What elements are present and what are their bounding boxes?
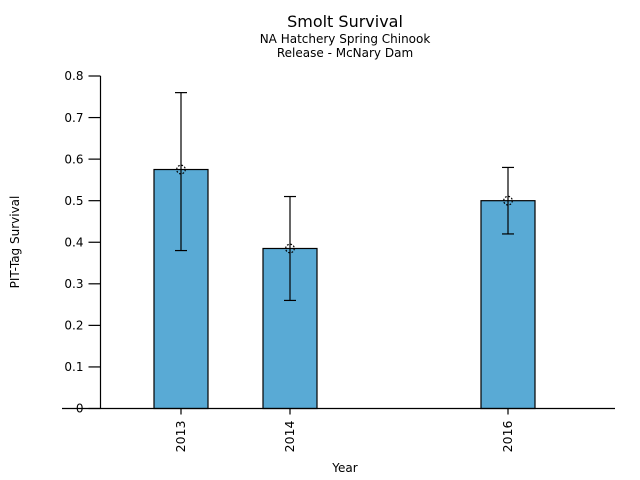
bar-2016: [480, 200, 536, 410]
y-tick-label: 0.4: [64, 235, 83, 249]
point-marker-2016: [503, 195, 513, 206]
y-tick-label: 0.7: [64, 111, 83, 125]
chart-subtitle-line1: NA Hatchery Spring Chinook: [259, 32, 431, 46]
y-tick-label: 0.1: [64, 360, 83, 374]
chart-title: Smolt Survival: [287, 12, 403, 31]
point-marker-2014: [285, 243, 295, 254]
y-tick-label: 0.5: [64, 194, 83, 208]
x-tick-label-2016: 2016: [500, 420, 515, 452]
y-tick-label: 0: [76, 402, 84, 416]
y-tick-label: 0.3: [64, 277, 83, 291]
chart-subtitle-line2: Release - McNary Dam: [276, 46, 414, 60]
x-tick-label-2013: 2013: [173, 421, 188, 453]
y-tick-label: 0.2: [64, 319, 83, 333]
y-tick-label: 0.6: [64, 152, 83, 166]
y-tick-label: 0.8: [64, 69, 83, 83]
point-marker-2013: [176, 164, 186, 175]
x-tick-label-2014: 2014: [282, 420, 297, 452]
x-axis-label: Year: [332, 461, 358, 475]
